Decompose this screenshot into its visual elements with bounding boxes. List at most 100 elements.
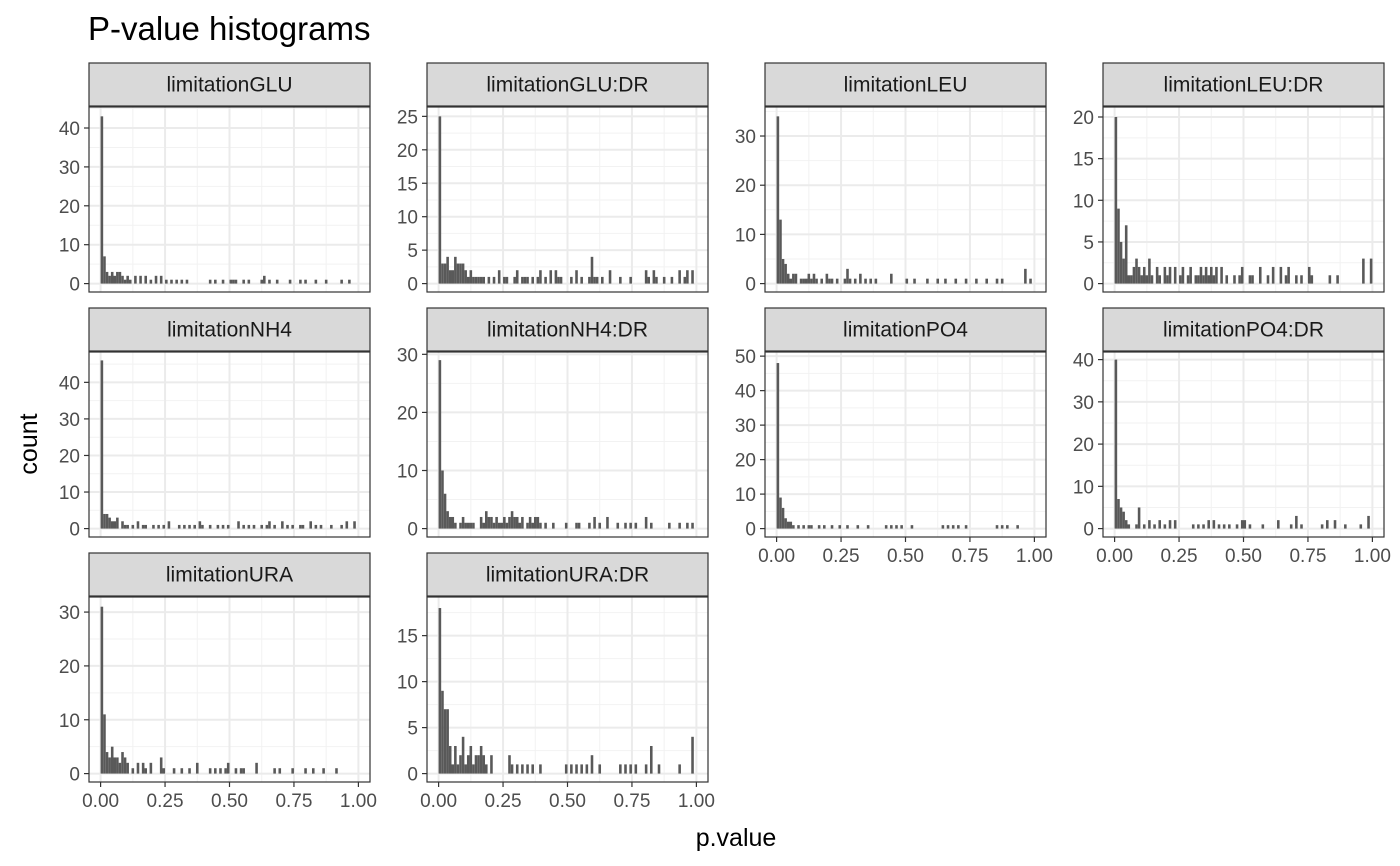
histogram-bar bbox=[776, 363, 780, 529]
histogram-bar bbox=[126, 275, 129, 284]
histogram-bar bbox=[1261, 524, 1265, 529]
y-tick-label: 10 bbox=[397, 208, 418, 229]
histogram-bar bbox=[454, 256, 457, 284]
histogram-bar bbox=[110, 521, 114, 529]
histogram-bar bbox=[451, 516, 455, 529]
facet-strip-label: limitationPO4 bbox=[843, 319, 968, 342]
y-tick-label: 15 bbox=[397, 627, 418, 648]
histogram-bar bbox=[799, 278, 803, 284]
y-tick-label: 30 bbox=[59, 158, 80, 179]
histogram-bar bbox=[510, 764, 514, 774]
y-tick-label: 0 bbox=[407, 765, 418, 786]
histogram-bar bbox=[461, 263, 465, 284]
facet-panel: limitationNH4:DR 0 10 20 30 bbox=[397, 307, 709, 541]
histogram-bar bbox=[802, 525, 805, 529]
histogram-bar bbox=[113, 521, 117, 529]
histogram-bar bbox=[691, 270, 694, 284]
histogram-bar bbox=[779, 219, 782, 284]
y-tick-label: 30 bbox=[735, 127, 756, 148]
histogram-bar bbox=[247, 279, 251, 284]
histogram-bar bbox=[451, 764, 455, 774]
histogram-bar bbox=[247, 524, 251, 529]
y-tick-label: 40 bbox=[59, 119, 80, 140]
histogram-bar bbox=[105, 752, 109, 774]
histogram-bar bbox=[794, 273, 798, 284]
histogram-bar bbox=[477, 755, 480, 774]
histogram-bar bbox=[1163, 266, 1167, 284]
y-tick-label: 20 bbox=[59, 657, 80, 678]
histogram-bar bbox=[268, 279, 271, 284]
histogram-bar bbox=[552, 522, 555, 529]
histogram-bar bbox=[162, 768, 166, 774]
histogram-bar bbox=[275, 279, 279, 284]
histogram-bar bbox=[136, 521, 140, 529]
histogram-bar bbox=[497, 270, 501, 284]
histogram-bar bbox=[340, 524, 343, 529]
histogram-bar bbox=[1300, 524, 1303, 529]
facet-strip bbox=[426, 307, 709, 352]
facet-strip-label: limitationURA bbox=[166, 564, 293, 587]
histogram-bar bbox=[1179, 275, 1182, 284]
facet-strip-label: limitationLEU bbox=[844, 74, 968, 97]
histogram-bar bbox=[1124, 225, 1128, 284]
histogram-bar bbox=[995, 525, 999, 529]
histogram-bar bbox=[221, 524, 225, 529]
histogram-bar bbox=[890, 273, 893, 284]
histogram-bar bbox=[1016, 525, 1019, 529]
histogram-bar bbox=[229, 279, 233, 284]
histogram-bar bbox=[456, 263, 460, 284]
histogram-bar bbox=[1163, 524, 1167, 529]
x-tick-label: 1.00 bbox=[678, 791, 715, 812]
histogram-bar bbox=[846, 268, 849, 284]
histogram-bar bbox=[590, 256, 594, 284]
histogram-bar bbox=[1122, 258, 1125, 284]
panel-border bbox=[88, 106, 371, 293]
histogram-bar bbox=[118, 762, 122, 774]
facet-panel: limitationGLU:DR 0 5 10 15 20 25 bbox=[397, 62, 709, 296]
histogram-bar bbox=[1240, 520, 1244, 529]
histogram-bar bbox=[291, 524, 294, 529]
histogram-bar bbox=[616, 522, 620, 529]
histogram-bar bbox=[526, 764, 529, 774]
histogram-bar bbox=[797, 525, 800, 529]
histogram-bar bbox=[286, 524, 289, 529]
histogram-bar bbox=[629, 276, 632, 284]
histogram-bar bbox=[528, 516, 532, 529]
histogram-bar bbox=[513, 276, 516, 284]
x-tick-label: 0.50 bbox=[887, 546, 924, 567]
y-tick-label: 0 bbox=[745, 275, 756, 296]
histogram-bar bbox=[461, 516, 465, 529]
histogram-bar bbox=[1173, 266, 1177, 284]
histogram-bar bbox=[443, 493, 447, 529]
y-tick-label: 20 bbox=[1073, 435, 1094, 456]
histogram-bar bbox=[649, 522, 653, 529]
histogram-bar bbox=[1320, 524, 1324, 529]
x-tick-label: 0.75 bbox=[613, 791, 650, 812]
histogram-bar bbox=[781, 507, 785, 529]
histogram-bar bbox=[110, 746, 114, 774]
histogram-bar bbox=[464, 270, 467, 284]
y-tick-label: 5 bbox=[407, 719, 418, 740]
histogram-bar bbox=[438, 608, 442, 774]
histogram-bar bbox=[1117, 208, 1120, 284]
histogram-bar bbox=[884, 525, 888, 529]
histogram-bar bbox=[936, 278, 940, 284]
histogram-bar bbox=[234, 768, 238, 774]
histogram-bar bbox=[487, 276, 491, 284]
histogram-bar bbox=[789, 278, 793, 284]
histogram-bar bbox=[905, 278, 909, 284]
histogram-bar bbox=[590, 755, 594, 774]
y-tick-label: 0 bbox=[407, 275, 418, 296]
histogram-bar bbox=[438, 116, 442, 284]
histogram-bar bbox=[634, 764, 638, 774]
histogram-bar bbox=[624, 522, 627, 529]
histogram-bar bbox=[232, 279, 235, 284]
histogram-bar bbox=[678, 764, 681, 774]
x-tick-label: 1.00 bbox=[340, 791, 377, 812]
histogram-bar bbox=[1132, 266, 1136, 284]
y-tick-label: 40 bbox=[1073, 351, 1094, 372]
histogram-bar bbox=[1212, 520, 1216, 529]
histogram-bar bbox=[869, 278, 872, 284]
histogram-bar bbox=[314, 279, 318, 284]
x-tick-label: 0.25 bbox=[1161, 546, 1198, 567]
